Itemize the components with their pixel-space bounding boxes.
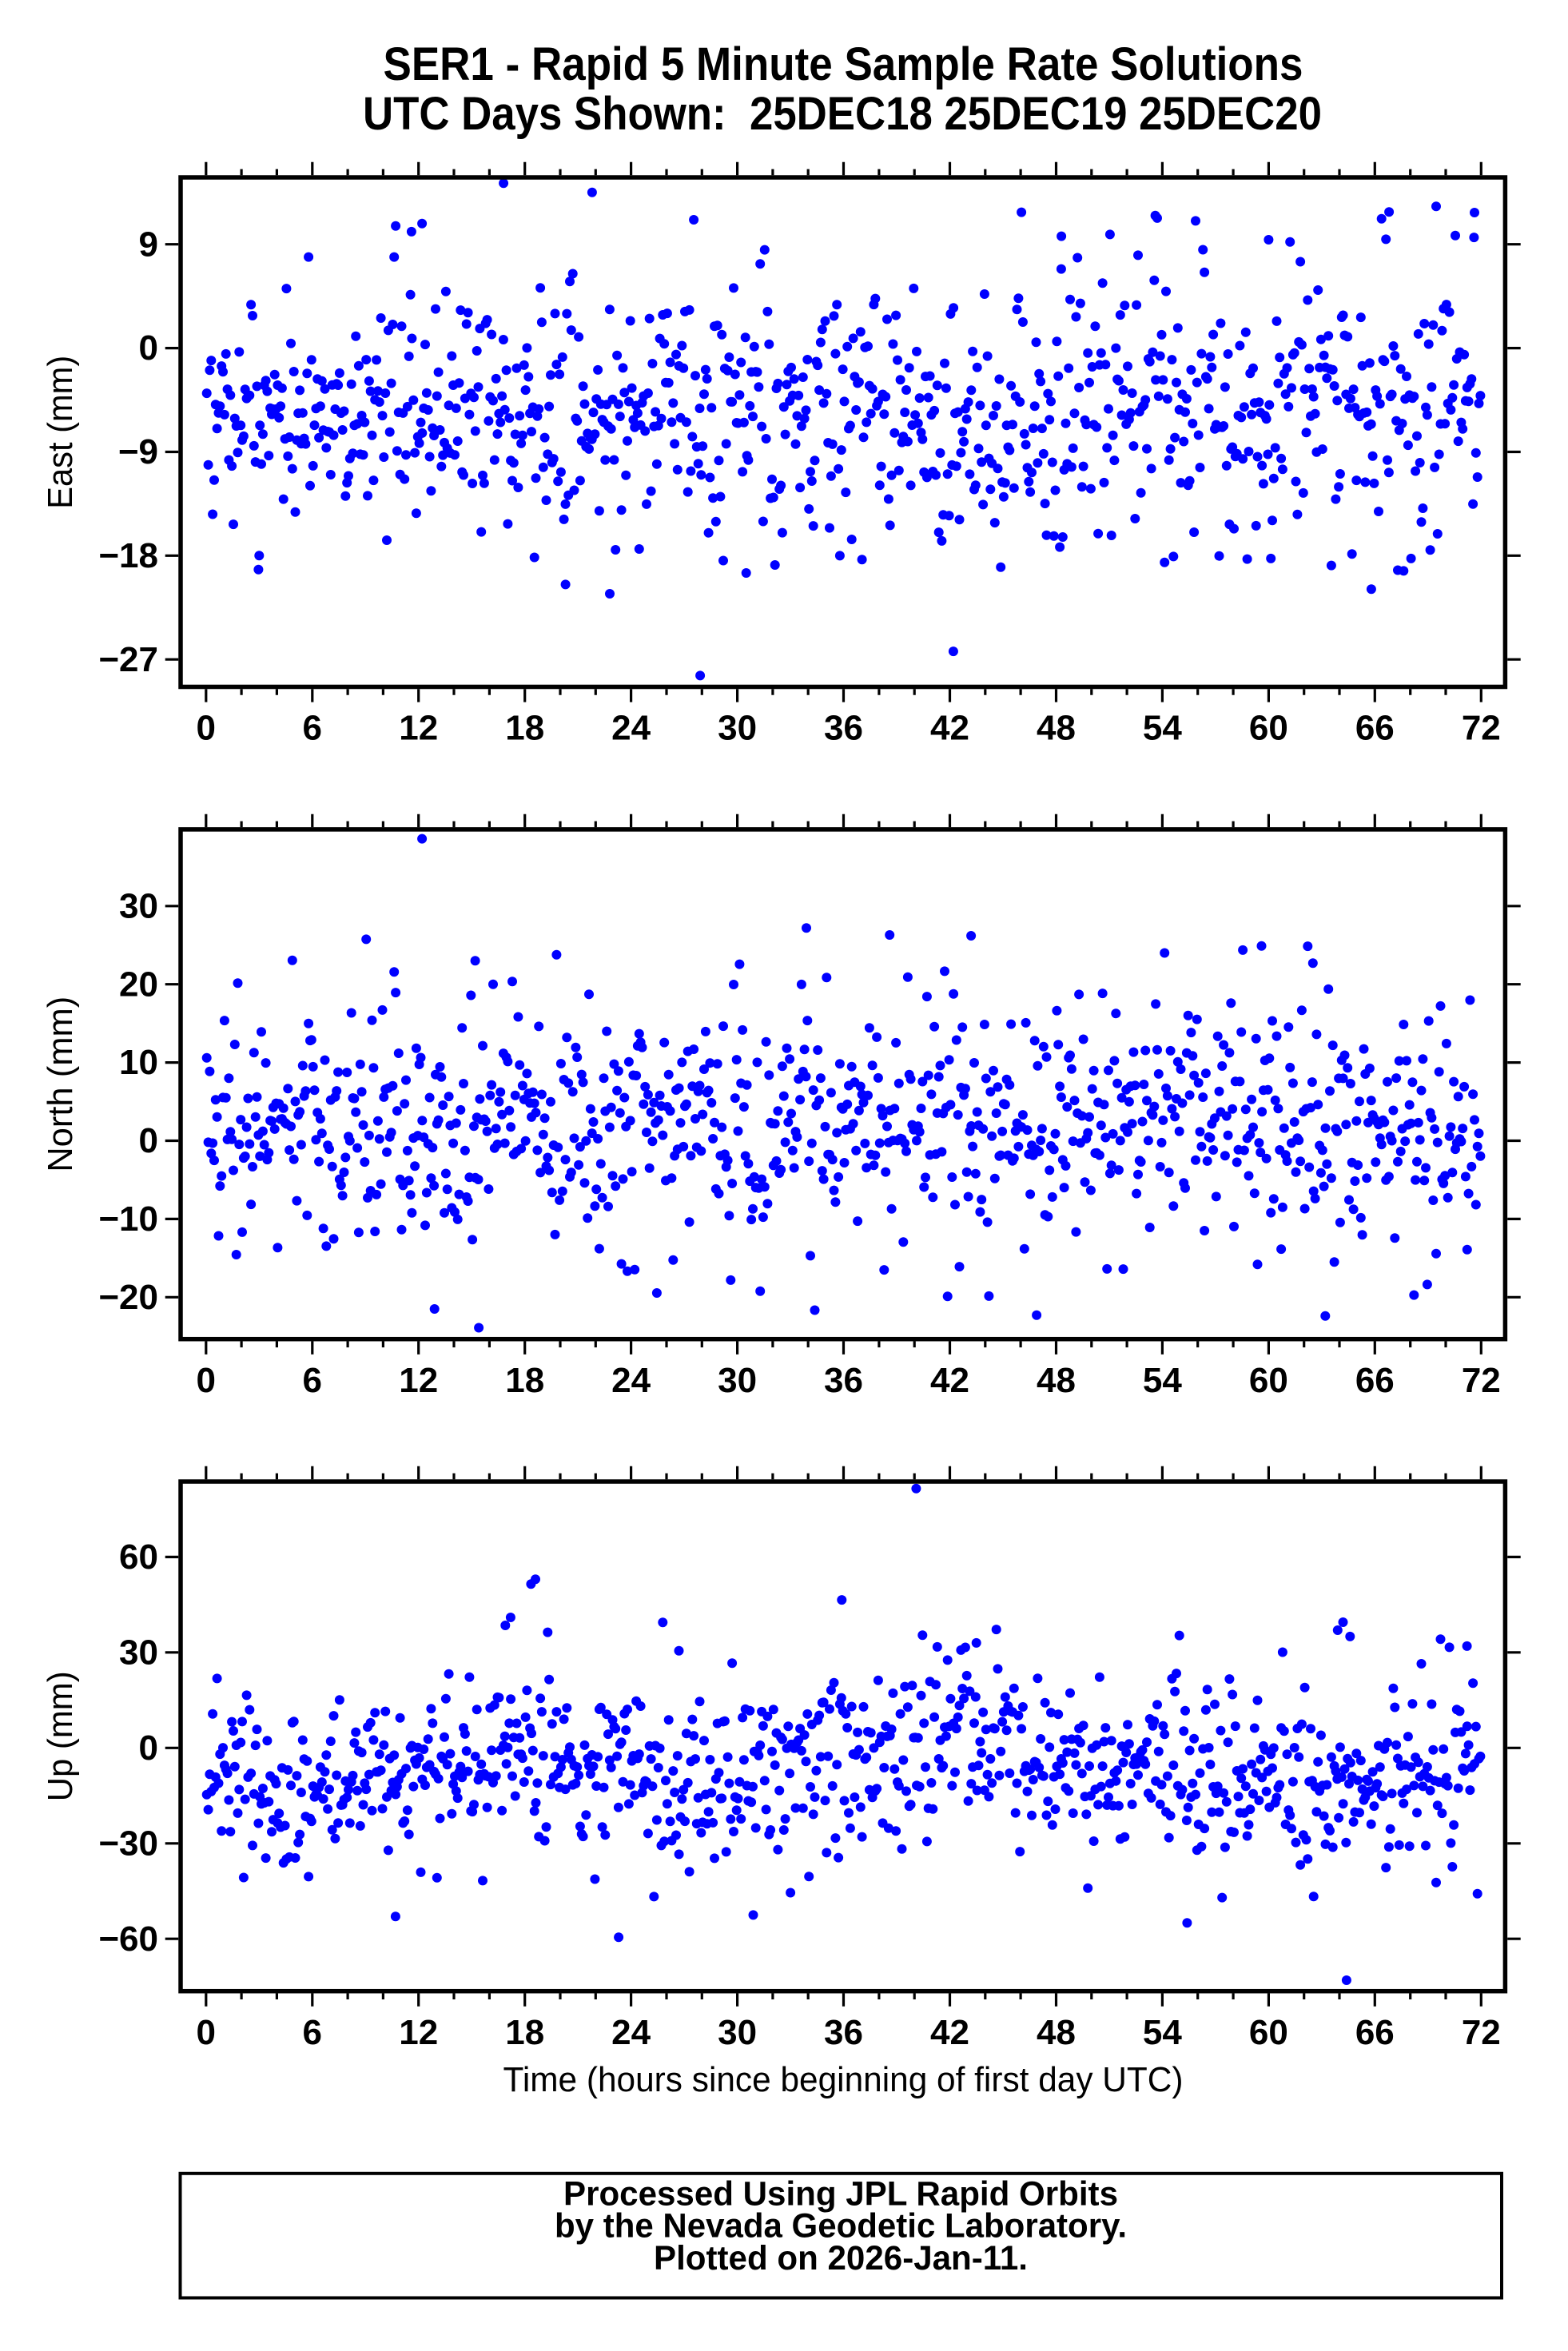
- svg-text:0: 0: [197, 2013, 216, 2052]
- svg-text:by the Nevada Geodetic Laborat: by the Nevada Geodetic Laboratory.: [555, 2207, 1127, 2246]
- svg-text:42: 42: [930, 2013, 969, 2052]
- svg-text:30: 30: [718, 2013, 757, 2052]
- svg-text:−30: −30: [98, 1824, 158, 1863]
- svg-text:6: 6: [303, 709, 322, 748]
- svg-text:72: 72: [1462, 1361, 1501, 1400]
- svg-text:54: 54: [1143, 1361, 1182, 1400]
- svg-text:24: 24: [611, 709, 651, 748]
- svg-text:54: 54: [1143, 709, 1182, 748]
- svg-text:54: 54: [1143, 2013, 1182, 2052]
- svg-text:North (mm): North (mm): [41, 996, 80, 1172]
- svg-text:20: 20: [119, 965, 158, 1004]
- svg-text:30: 30: [718, 1361, 757, 1400]
- svg-text:48: 48: [1037, 1361, 1076, 1400]
- svg-text:0: 0: [139, 1728, 158, 1768]
- svg-text:Processed Using JPL Rapid Orbi: Processed Using JPL Rapid Orbits: [563, 2175, 1118, 2214]
- svg-text:−18: −18: [98, 536, 158, 575]
- svg-text:0: 0: [139, 1121, 158, 1160]
- svg-text:66: 66: [1355, 709, 1395, 748]
- svg-text:East (mm): East (mm): [41, 356, 80, 509]
- svg-text:0: 0: [197, 1361, 216, 1400]
- svg-text:30: 30: [119, 1633, 158, 1672]
- svg-text:60: 60: [1249, 1361, 1288, 1400]
- svg-text:SER1 - Rapid 5 Minute Sample R: SER1 - Rapid 5 Minute Sample Rate Soluti…: [384, 38, 1303, 90]
- svg-text:−20: −20: [98, 1278, 158, 1317]
- svg-text:9: 9: [139, 225, 158, 264]
- svg-text:0: 0: [139, 328, 158, 368]
- svg-text:Time (hours since beginning of: Time (hours since beginning of first day…: [503, 2060, 1184, 2099]
- svg-text:24: 24: [611, 2013, 651, 2052]
- svg-text:12: 12: [399, 709, 438, 748]
- svg-text:24: 24: [611, 1361, 651, 1400]
- svg-text:60: 60: [1249, 709, 1288, 748]
- svg-text:−9: −9: [118, 432, 158, 471]
- svg-text:12: 12: [399, 1361, 438, 1400]
- svg-text:48: 48: [1037, 709, 1076, 748]
- svg-text:Up (mm): Up (mm): [41, 1671, 80, 1801]
- svg-text:36: 36: [824, 709, 863, 748]
- svg-text:36: 36: [824, 1361, 863, 1400]
- svg-text:12: 12: [399, 2013, 438, 2052]
- svg-text:UTC Days Shown: 25DEC18 25DEC: UTC Days Shown: 25DEC18 25DEC19 25DEC20: [363, 88, 1322, 140]
- svg-text:−10: −10: [98, 1199, 158, 1239]
- svg-text:6: 6: [303, 2013, 322, 2052]
- svg-text:36: 36: [824, 2013, 863, 2052]
- svg-text:30: 30: [119, 886, 158, 925]
- svg-text:72: 72: [1462, 2013, 1501, 2052]
- svg-text:42: 42: [930, 709, 969, 748]
- svg-text:66: 66: [1355, 2013, 1395, 2052]
- svg-text:−60: −60: [98, 1919, 158, 1959]
- svg-text:72: 72: [1462, 709, 1501, 748]
- svg-text:0: 0: [197, 709, 216, 748]
- svg-text:48: 48: [1037, 2013, 1076, 2052]
- svg-text:18: 18: [505, 709, 544, 748]
- svg-text:10: 10: [119, 1043, 158, 1082]
- svg-text:42: 42: [930, 1361, 969, 1400]
- svg-text:−27: −27: [98, 640, 158, 679]
- svg-text:6: 6: [303, 1361, 322, 1400]
- svg-text:60: 60: [1249, 2013, 1288, 2052]
- svg-text:18: 18: [505, 1361, 544, 1400]
- svg-text:30: 30: [718, 709, 757, 748]
- svg-text:66: 66: [1355, 1361, 1395, 1400]
- svg-text:18: 18: [505, 2013, 544, 2052]
- svg-text:Plotted on 2026-Jan-11.: Plotted on 2026-Jan-11.: [654, 2239, 1028, 2277]
- svg-text:60: 60: [119, 1537, 158, 1577]
